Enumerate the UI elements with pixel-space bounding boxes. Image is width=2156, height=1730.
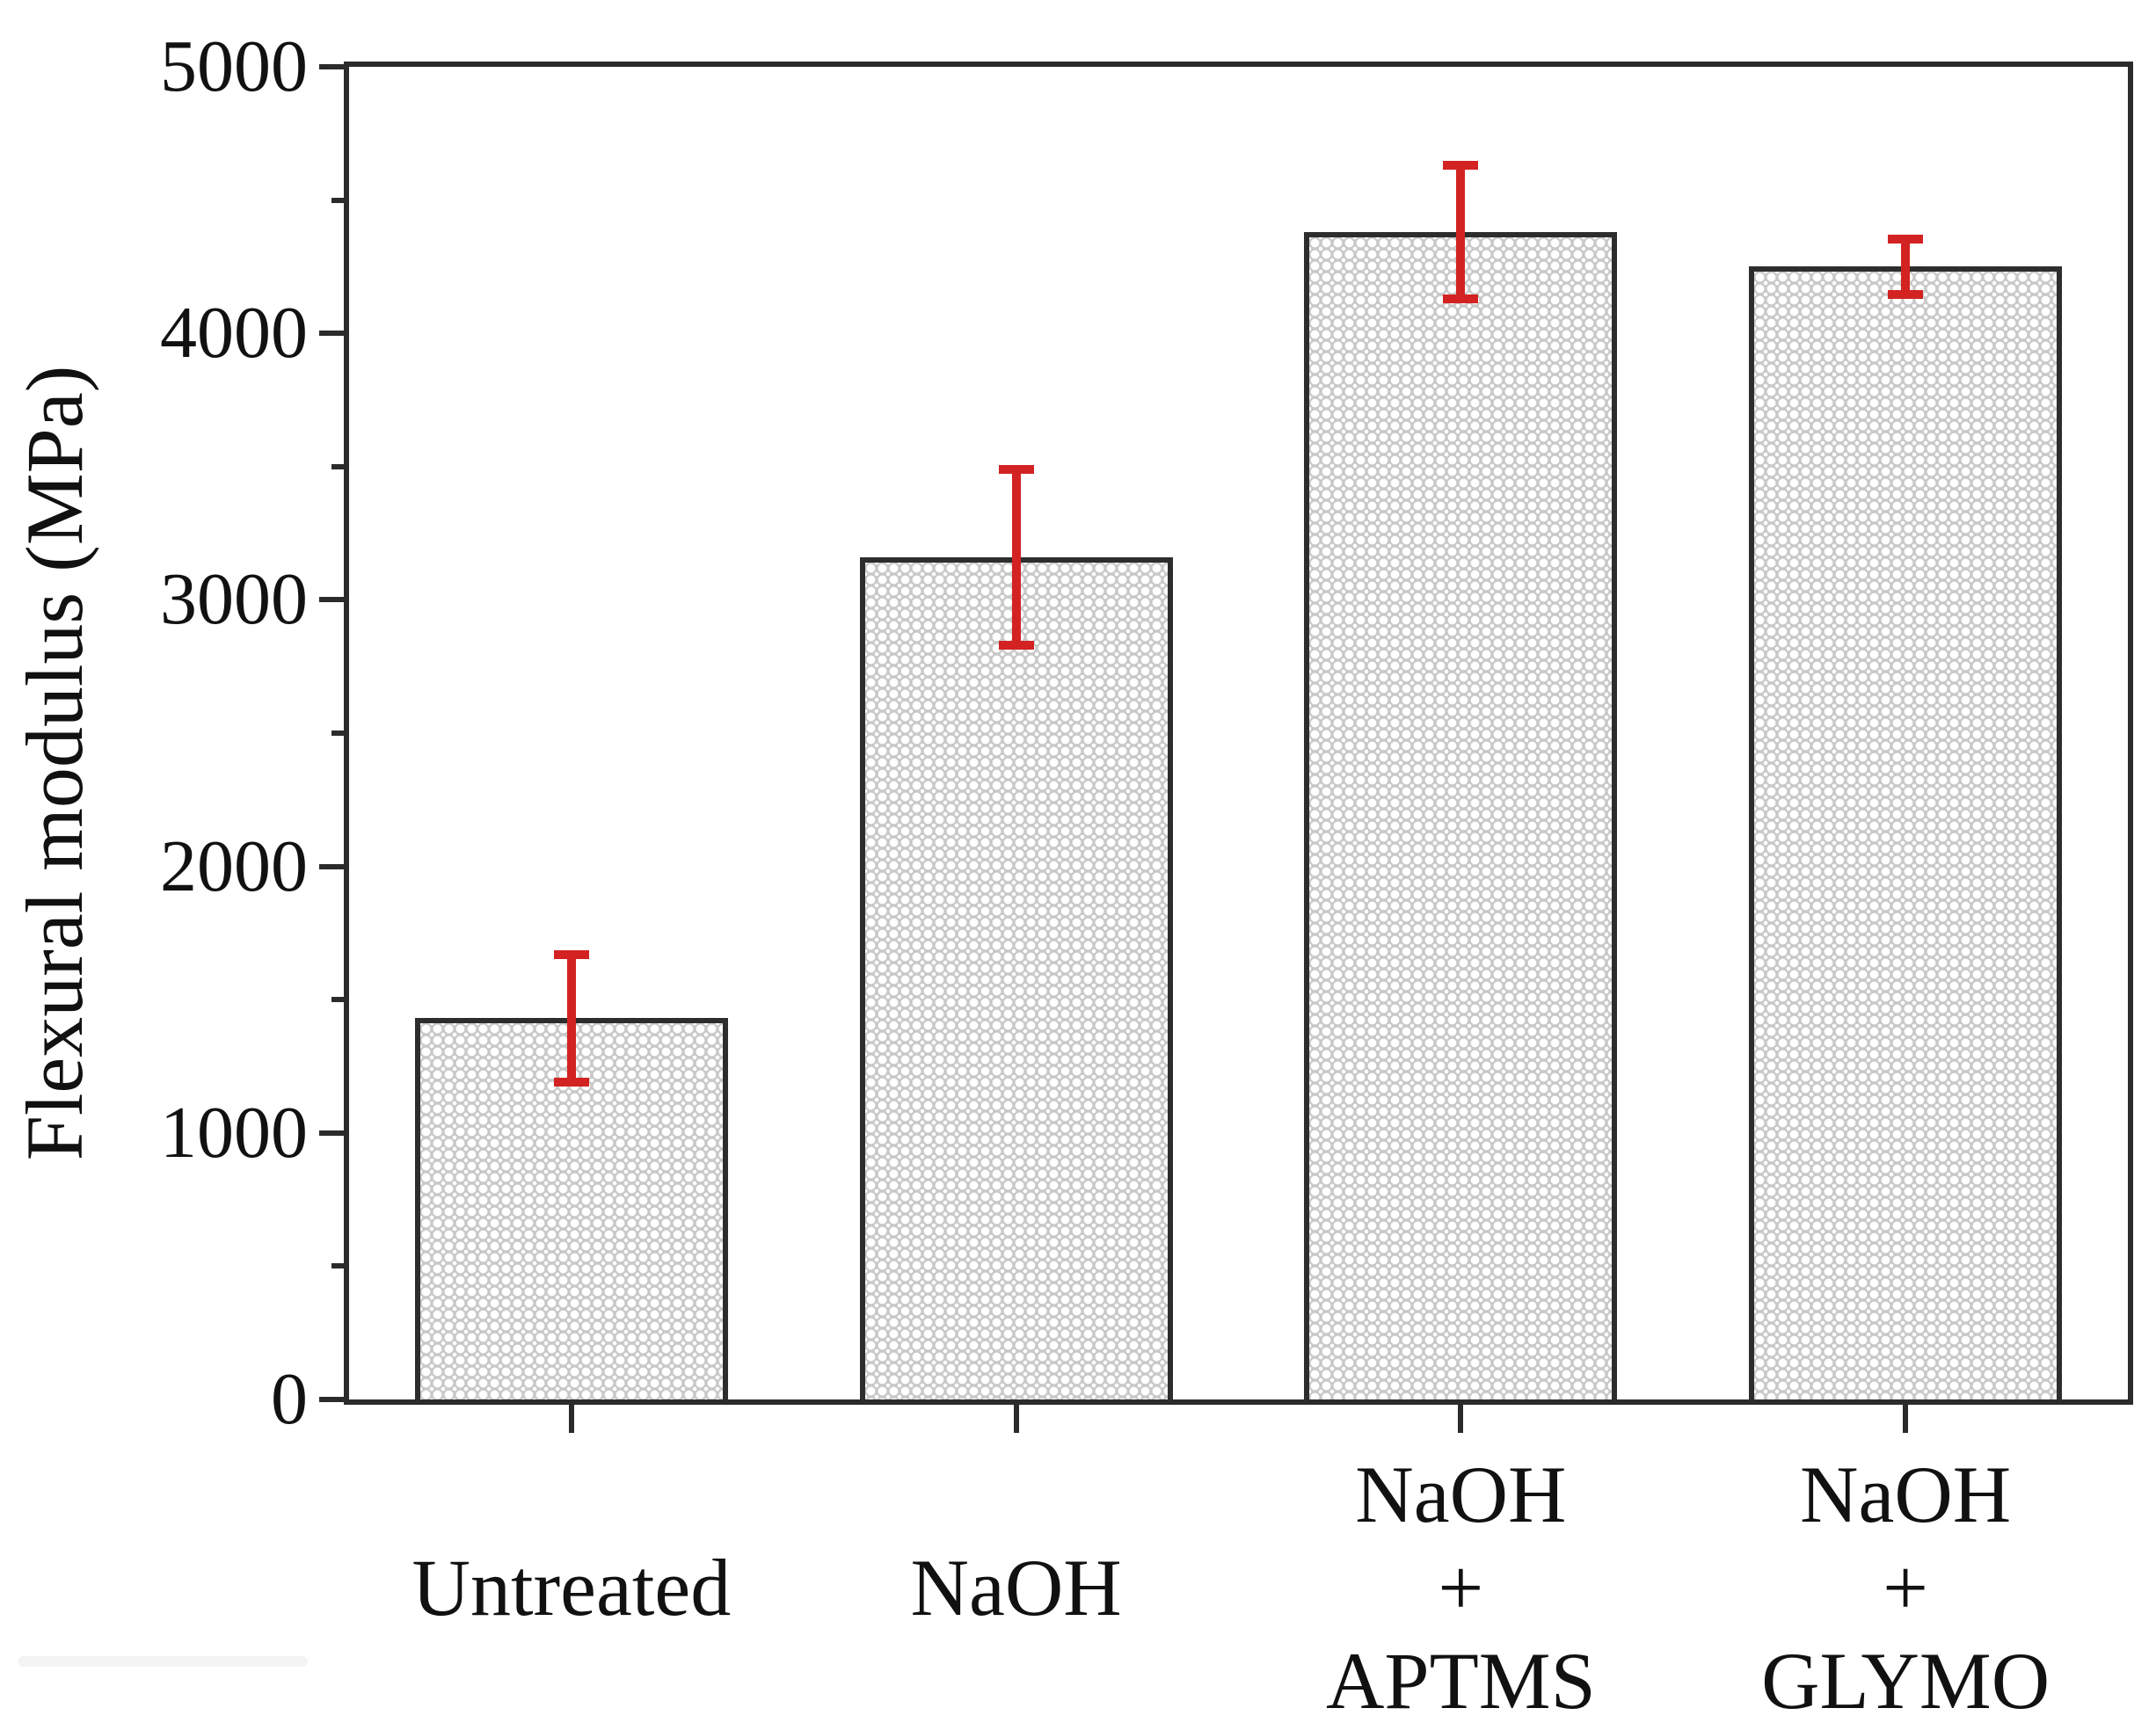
x-label-line: GLYMO bbox=[1761, 1636, 2050, 1726]
x-label-line: + bbox=[1438, 1543, 1484, 1632]
error-cap-top-untreated bbox=[553, 949, 589, 959]
error-cap-top-naoh-glymo bbox=[1888, 234, 1924, 244]
x-label-line: APTMS bbox=[1325, 1636, 1596, 1726]
y-tick-label-5000: 5000 bbox=[160, 25, 308, 107]
x-tick-naoh-glymo bbox=[1903, 1403, 1909, 1433]
error-bar-naoh bbox=[1011, 469, 1021, 645]
error-bar-naoh-aptms bbox=[1456, 165, 1466, 299]
x-label-line: Untreated bbox=[412, 1543, 732, 1632]
x-tick-untreated bbox=[568, 1403, 574, 1433]
error-cap-bottom-naoh-glymo bbox=[1888, 290, 1924, 300]
error-cap-top-naoh-aptms bbox=[1443, 161, 1479, 171]
x-label-line: NaOH bbox=[1800, 1450, 2012, 1539]
bar-naoh-aptms bbox=[1304, 231, 1618, 1399]
x-tick-naoh-aptms bbox=[1458, 1403, 1464, 1433]
x-label-untreated: Untreated bbox=[349, 1541, 794, 1634]
x-label-line: NaOH bbox=[910, 1543, 1122, 1632]
bar-naoh bbox=[859, 556, 1173, 1399]
x-label-naoh-aptms: NaOH + APTMS bbox=[1239, 1448, 1684, 1727]
watermark-smudge bbox=[18, 1656, 308, 1667]
error-cap-top-naoh bbox=[998, 464, 1034, 474]
bar-naoh-glymo bbox=[1749, 266, 2063, 1399]
error-cap-bottom-untreated bbox=[553, 1078, 589, 1087]
plot-area bbox=[349, 67, 2128, 1399]
error-cap-bottom-naoh-aptms bbox=[1443, 294, 1479, 303]
x-label-line: + bbox=[1883, 1543, 1929, 1632]
y-axis-title: Flexural modulus (MPa) bbox=[10, 365, 99, 1161]
x-tick-naoh bbox=[1013, 1403, 1019, 1433]
error-cap-bottom-naoh bbox=[998, 640, 1034, 650]
error-bar-untreated bbox=[566, 954, 576, 1083]
x-label-line: NaOH bbox=[1355, 1450, 1567, 1539]
x-label-naoh-glymo: NaOH + GLYMO bbox=[1683, 1448, 2128, 1727]
error-bar-naoh-glymo bbox=[1901, 238, 1911, 295]
x-label-naoh: NaOH bbox=[794, 1541, 1239, 1634]
